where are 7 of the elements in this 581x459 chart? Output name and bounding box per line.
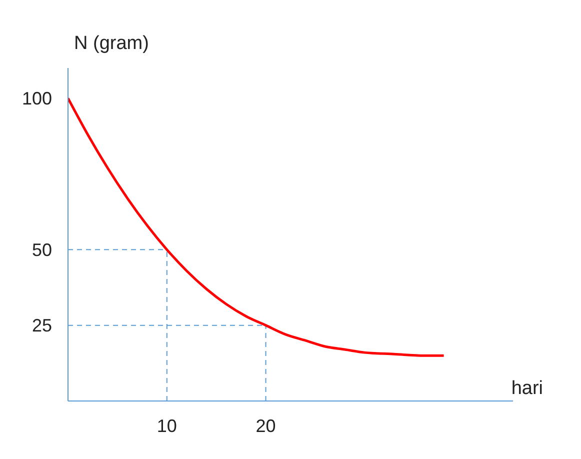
x-axis-title: hari xyxy=(511,378,543,400)
y-axis-title: N (gram) xyxy=(74,33,149,55)
y-tick-label: 50 xyxy=(32,240,52,260)
x-tick-label: 20 xyxy=(256,416,276,436)
y-tick-label: 100 xyxy=(22,88,52,109)
y-tick-label: 25 xyxy=(32,316,52,336)
x-tick-label: 10 xyxy=(156,416,177,436)
